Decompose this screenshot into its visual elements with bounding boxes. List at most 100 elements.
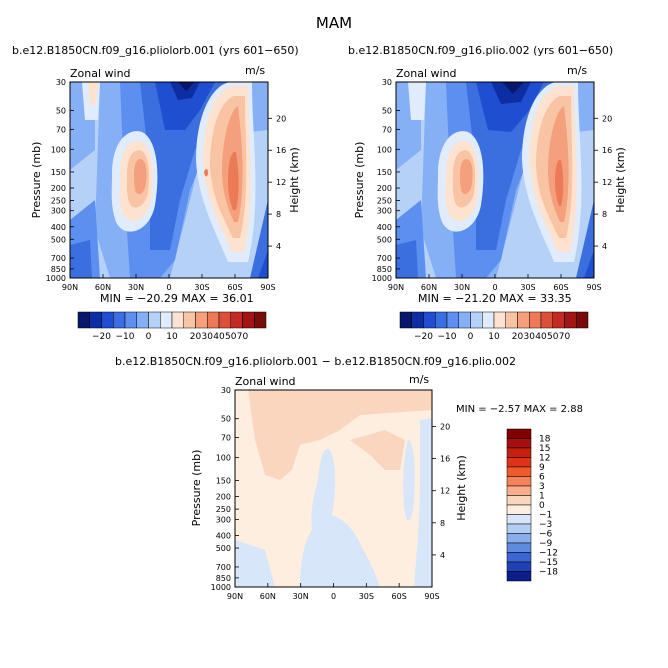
panel2-units-label: m/s (567, 64, 588, 77)
x-tick-label: 90N (388, 283, 404, 292)
colorbar-swatch (89, 311, 102, 329)
y-tick-label: 1000 (46, 274, 66, 283)
y-tick-label: 700 (51, 254, 66, 263)
y2-tick-label: 12 (440, 487, 450, 496)
y-tick-label: 150 (377, 168, 392, 177)
colorbar-swatch (242, 311, 255, 329)
colorbar-swatch (423, 311, 436, 329)
colorbar-swatch (493, 311, 506, 329)
panel3-units-label: m/s (409, 373, 430, 386)
y-tick-label: 150 (51, 168, 66, 177)
colorbar-label: 15 (539, 444, 550, 454)
y-tick-label: 250 (216, 505, 231, 514)
y-tick-label: 700 (216, 563, 231, 572)
y-tick-label: 50 (221, 415, 231, 424)
colorbar-swatch (552, 311, 565, 329)
colorbar-label: 40 (213, 332, 225, 342)
y2-tick-label: 16 (440, 455, 450, 464)
panel1-ylabel: Pressure (mb) (30, 142, 43, 219)
y2-tick-label: 16 (602, 146, 612, 155)
colorbar-swatch (148, 311, 161, 329)
colorbar-swatch (218, 311, 231, 329)
x-tick-label: 60N (260, 592, 276, 601)
y2-tick-label: 12 (602, 178, 612, 187)
y-tick-label: 500 (51, 235, 66, 244)
colorbar-label: 20 (190, 332, 202, 342)
colorbar-swatch (529, 311, 542, 329)
colorbar-swatch (183, 311, 196, 329)
x-tick-label: 90S (586, 283, 601, 292)
y-tick-label: 200 (377, 184, 392, 193)
panel1-variable-label: Zonal wind (70, 67, 131, 80)
colorbar-label: 0 (468, 332, 474, 342)
colorbar-label: 30 (202, 332, 214, 342)
colorbar-swatch (517, 311, 530, 329)
panel3-ylabel: Pressure (mb) (190, 450, 203, 527)
panel3-contour-field (235, 390, 432, 587)
panel1-stats: MIN = −20.29 MAX = 36.01 (100, 292, 254, 305)
colorbar-label: −20 (92, 332, 111, 342)
colorbar-swatch (506, 561, 532, 572)
panel1-contour-field (70, 82, 268, 278)
colorbar-swatch (124, 311, 137, 329)
colorbar-label: −3 (539, 520, 552, 530)
colorbar-label: 50 (547, 332, 559, 342)
y-tick-label: 300 (51, 207, 66, 216)
colorbar-swatch (506, 571, 532, 582)
colorbar-label: 10 (488, 332, 500, 342)
x-tick-label: 90N (227, 592, 243, 601)
x-tick-label: 90S (424, 592, 439, 601)
panel1-axes: 90N 60N 30N 0 30S 60S 90S 30 50 70 100 150 200 250300… (46, 78, 287, 292)
x-tick-label: 30N (293, 592, 309, 601)
y-tick-label: 30 (56, 78, 66, 87)
colorbar-label: −15 (539, 558, 558, 568)
x-tick-label: 60S (392, 592, 407, 601)
colorbar-swatch (470, 311, 483, 329)
y2-tick-label: 12 (276, 178, 286, 187)
colorbar-label: 3 (539, 482, 545, 492)
y2-tick-label: 20 (276, 114, 286, 123)
colorbar-swatch (506, 542, 532, 553)
colorbar-label: −10 (116, 332, 135, 342)
y-tick-label: 700 (377, 254, 392, 263)
panel1-colorbar: −20 −10 0 10 20 30 40 50 70 (77, 311, 267, 342)
y-tick-label: 70 (56, 125, 66, 134)
colorbar-label: −10 (438, 332, 457, 342)
colorbar-label: −18 (539, 568, 558, 578)
panel2-title: b.e12.B1850CN.f09_g16.plio.002 (yrs 601−… (348, 44, 614, 57)
colorbar-swatch (101, 311, 114, 329)
x-tick-label: 60N (421, 283, 437, 292)
panel3-y2label: Height (km) (455, 455, 468, 521)
colorbar-label: 1 (539, 492, 545, 502)
colorbar-label: −9 (539, 539, 553, 549)
colorbar-label: 20 (512, 332, 524, 342)
y-tick-label: 70 (221, 434, 231, 443)
colorbar-label: 40 (535, 332, 547, 342)
y-tick-label: 30 (382, 78, 392, 87)
colorbar-swatch (458, 311, 471, 329)
y2-tick-label: 20 (440, 422, 450, 431)
y-tick-label: 30 (221, 386, 231, 395)
colorbar-label: −1 (539, 511, 552, 521)
colorbar-swatch (506, 504, 532, 515)
colorbar-swatch (160, 311, 173, 329)
panel2-contour-field (396, 82, 594, 278)
y-tick-label: 1000 (211, 583, 231, 592)
y-tick-label: 70 (382, 125, 392, 134)
panel2-stats: MIN = −21.20 MAX = 33.35 (418, 292, 572, 305)
y-tick-label: 100 (51, 145, 66, 154)
colorbar-swatch (506, 476, 532, 487)
colorbar-label: 6 (539, 473, 545, 483)
x-tick-label: 30S (194, 283, 209, 292)
y2-tick-label: 8 (276, 210, 281, 219)
y-tick-label: 400 (51, 223, 66, 232)
y-tick-label: 250 (51, 197, 66, 206)
colorbar-label: 50 (225, 332, 237, 342)
y2-tick-label: 8 (440, 519, 445, 528)
y2-tick-label: 20 (602, 114, 612, 123)
y-tick-label: 50 (56, 107, 66, 116)
y-tick-label: 250 (377, 197, 392, 206)
x-tick-label: 0 (331, 592, 336, 601)
